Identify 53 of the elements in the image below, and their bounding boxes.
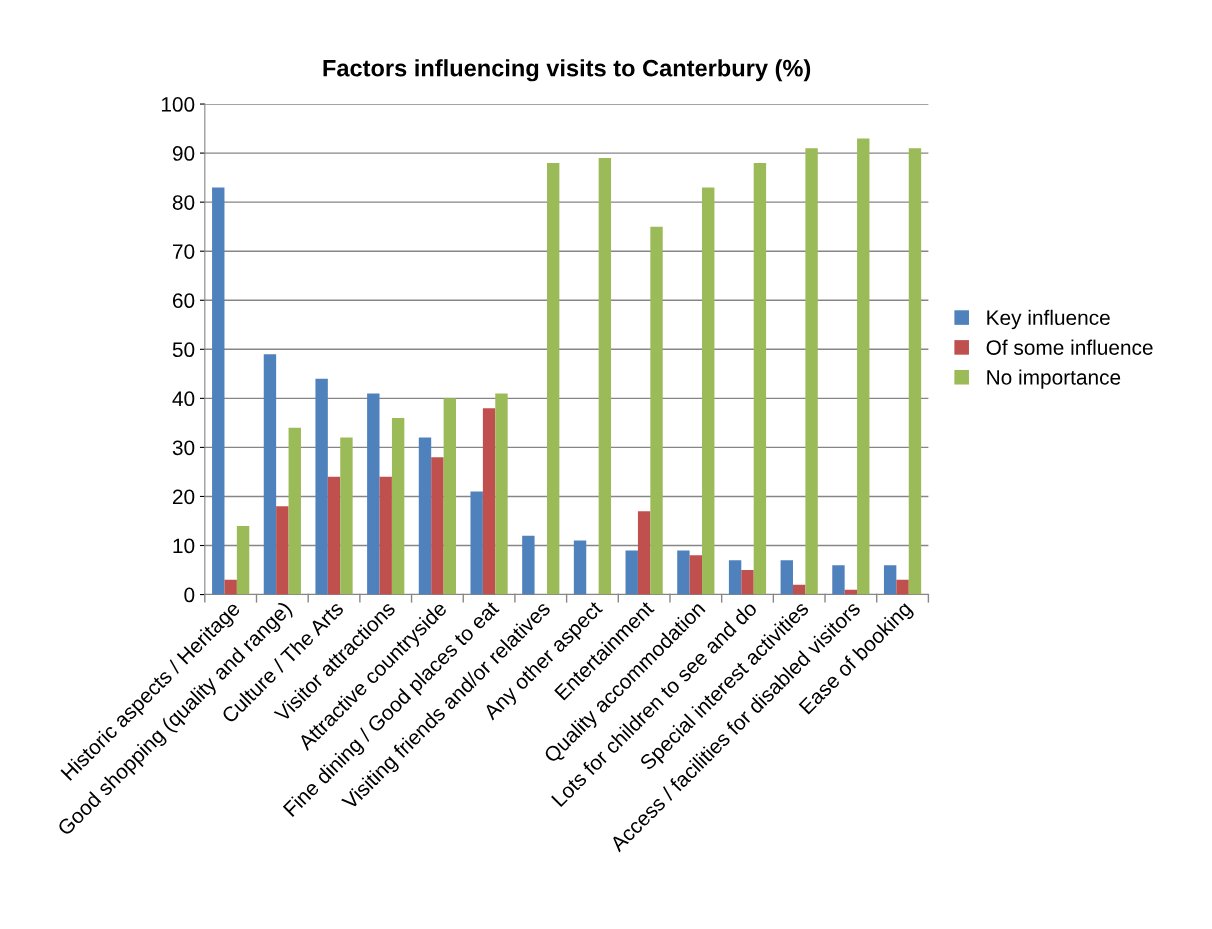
- bar: [883, 565, 897, 595]
- y-tick-label: 60: [172, 293, 195, 309]
- bar: [741, 570, 754, 595]
- y-tick-label: 10: [173, 538, 195, 554]
- bar: [288, 427, 301, 595]
- bar: [832, 565, 845, 595]
- bar: [598, 158, 612, 595]
- bar: [276, 506, 289, 595]
- bar: [728, 560, 742, 595]
- y-tick-label: 40: [172, 391, 195, 407]
- bar: [367, 393, 380, 595]
- bar: [650, 226, 663, 595]
- legend-label: Key influence: [987, 309, 1110, 330]
- bar: [418, 437, 432, 595]
- bar: [637, 511, 651, 595]
- bar: [391, 417, 405, 595]
- y-tick-label: 70: [173, 244, 195, 259]
- y-tick-label: 100: [161, 97, 195, 112]
- bar: [263, 354, 277, 595]
- bar: [236, 525, 250, 595]
- y-tick-label: 50: [172, 342, 195, 358]
- bar: [212, 187, 225, 595]
- chart-title: Factors influencing visits to Canterbury (%): [323, 59, 811, 82]
- bar: [546, 162, 560, 595]
- bar: [689, 555, 703, 595]
- legend-label: No importance: [987, 369, 1121, 389]
- y-tick-label: 80: [172, 195, 195, 210]
- bar: [443, 398, 457, 595]
- bar: [224, 579, 237, 595]
- legend-label: Of some influence: [986, 339, 1153, 355]
- bar: [857, 138, 870, 595]
- bar: [327, 476, 341, 595]
- bar: [315, 378, 328, 595]
- bar: [495, 393, 508, 595]
- bar: [625, 550, 638, 595]
- bar: [482, 408, 496, 595]
- bar: [431, 457, 444, 595]
- bar: [522, 535, 535, 595]
- bar: [908, 148, 922, 595]
- bar: [780, 560, 793, 595]
- y-tick-label: 30: [172, 440, 195, 456]
- bar: [753, 162, 767, 595]
- bar: [896, 579, 909, 595]
- bar: [805, 148, 818, 595]
- y-tick-label: 20: [172, 489, 195, 505]
- bar: [340, 437, 353, 595]
- bar: [677, 550, 690, 595]
- y-tick-label: 90: [172, 146, 195, 161]
- bar: [470, 491, 483, 595]
- y-tick-label: 0: [184, 587, 195, 603]
- bar: [573, 540, 587, 595]
- bar: [379, 476, 392, 595]
- bar: [702, 187, 715, 595]
